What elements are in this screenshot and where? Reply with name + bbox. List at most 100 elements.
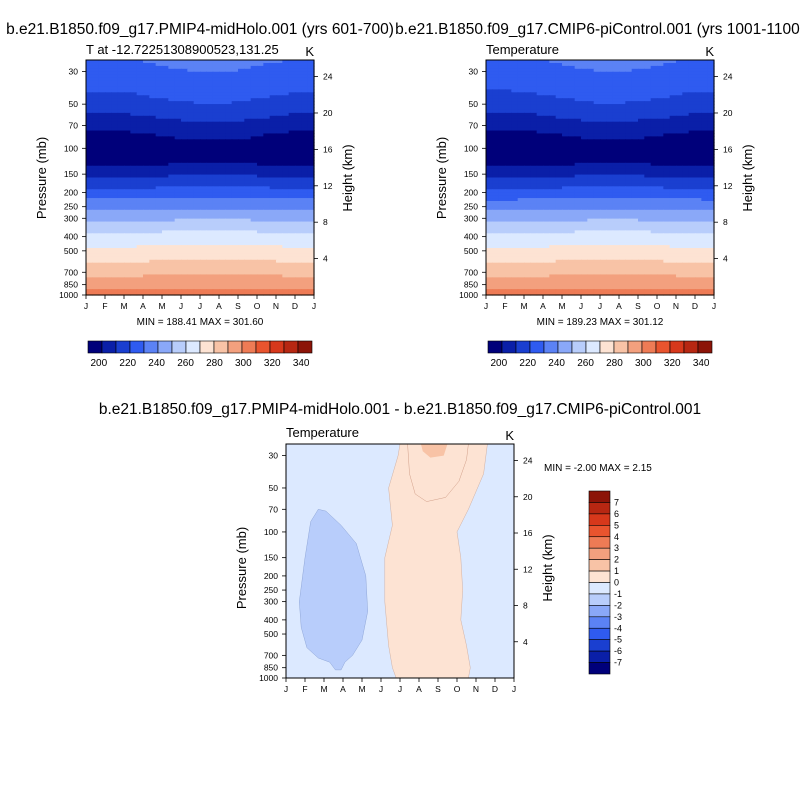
field-cell xyxy=(301,154,309,158)
field-cell xyxy=(155,262,163,267)
field-cell xyxy=(111,174,119,179)
field-cell xyxy=(295,151,302,155)
field-cell xyxy=(505,174,512,179)
field-cell xyxy=(86,127,93,132)
field-cell xyxy=(301,124,309,129)
field-cell xyxy=(517,127,525,132)
field-cell xyxy=(238,283,245,287)
field-cell xyxy=(676,221,683,226)
field-cell xyxy=(644,145,652,149)
field-cell xyxy=(505,156,512,161)
field-cell xyxy=(612,168,620,173)
field-cell xyxy=(238,154,245,158)
field-cell xyxy=(295,183,302,187)
field-cell xyxy=(307,218,315,223)
field-cell xyxy=(688,62,696,67)
field-cell xyxy=(568,218,576,223)
field-cell xyxy=(695,209,702,214)
field-cell xyxy=(143,107,150,111)
field-cell xyxy=(676,83,683,88)
field-cell xyxy=(86,174,93,179)
field-cell xyxy=(543,189,550,193)
field-cell xyxy=(638,133,645,137)
field-cell xyxy=(492,86,500,90)
field-cell xyxy=(212,156,220,161)
field-cell xyxy=(574,109,582,114)
field-cell xyxy=(536,145,544,149)
field-cell xyxy=(238,177,245,182)
field-cell xyxy=(149,256,157,261)
field-cell xyxy=(549,168,557,173)
field-cell xyxy=(581,171,588,176)
field-cell xyxy=(549,77,557,82)
field-cell xyxy=(486,89,493,93)
colorbar-box xyxy=(283,340,299,354)
field-cell xyxy=(574,89,582,93)
field-cell xyxy=(187,127,195,132)
field-cell xyxy=(187,121,195,126)
field-cell xyxy=(657,195,664,199)
field-cell xyxy=(301,121,309,126)
field-cell xyxy=(581,159,588,164)
field-cell xyxy=(555,162,563,167)
field-cell xyxy=(307,212,315,217)
field-cell xyxy=(663,89,671,93)
field-cell xyxy=(695,212,702,217)
field-cell xyxy=(619,168,626,173)
field-cell xyxy=(105,289,112,293)
field-cell xyxy=(244,86,252,90)
field-cell xyxy=(174,195,182,199)
field-cell xyxy=(631,89,639,93)
field-cell xyxy=(676,165,683,170)
field-cell xyxy=(498,192,506,196)
field-cell xyxy=(130,180,138,184)
field-cell xyxy=(663,62,671,67)
field-cell xyxy=(288,162,296,167)
field-cell xyxy=(181,218,188,223)
field-cell xyxy=(505,80,512,85)
field-cell xyxy=(511,68,519,73)
field-cell xyxy=(663,215,671,220)
field-cell xyxy=(162,68,169,73)
field-cell xyxy=(606,142,614,146)
field-cell xyxy=(111,156,119,161)
field-cell xyxy=(505,83,512,88)
field-cell xyxy=(593,156,601,161)
field-cell xyxy=(181,189,188,193)
field-cell xyxy=(111,165,119,170)
field-cell xyxy=(130,156,138,161)
field-cell xyxy=(162,98,169,102)
field-cell xyxy=(530,145,538,149)
field-cell xyxy=(511,136,519,140)
field-cell xyxy=(498,189,506,193)
field-cell xyxy=(200,139,207,143)
field-cell xyxy=(263,168,271,173)
field-cell xyxy=(600,101,607,105)
field-cell xyxy=(212,215,220,220)
field-cell xyxy=(269,151,277,155)
field-cell xyxy=(143,171,150,176)
field-cell xyxy=(181,292,188,296)
field-cell xyxy=(168,118,176,123)
field-cell xyxy=(631,165,639,170)
field-cell xyxy=(231,286,239,290)
field-cell xyxy=(219,60,226,64)
field-cell xyxy=(282,256,290,261)
field-cell xyxy=(568,215,576,220)
field-cell xyxy=(136,95,144,99)
field-cell xyxy=(307,283,315,287)
field-cell xyxy=(231,109,239,114)
field-cell xyxy=(174,186,182,190)
field-cell xyxy=(288,115,296,120)
field-cell xyxy=(562,130,569,135)
field-cell xyxy=(676,115,683,120)
field-cell xyxy=(568,180,576,184)
field-cell xyxy=(669,183,677,187)
field-cell xyxy=(193,239,201,243)
field-cell xyxy=(295,121,302,126)
field-cell xyxy=(612,186,620,190)
field-cell xyxy=(105,292,112,296)
field-cell xyxy=(663,83,671,88)
field-cell xyxy=(657,115,664,120)
field-cell xyxy=(295,62,302,67)
